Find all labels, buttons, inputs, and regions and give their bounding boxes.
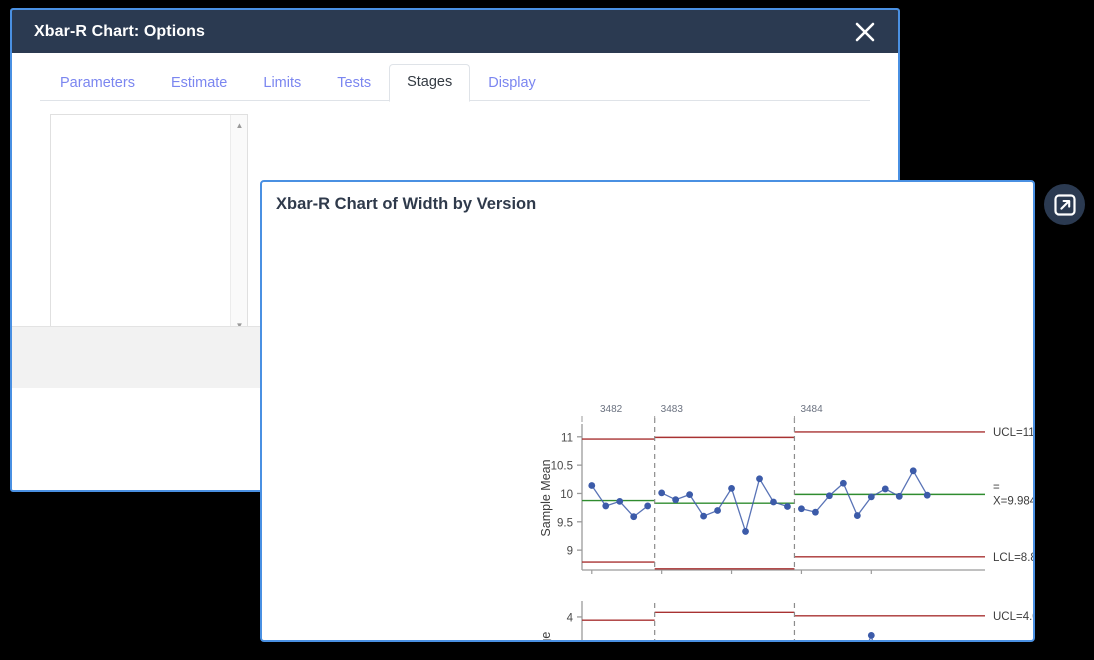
tab-tests[interactable]: Tests bbox=[337, 74, 372, 91]
limit-annotation: LCL=8.88173 bbox=[993, 552, 1033, 564]
series-line bbox=[661, 477, 788, 534]
tab-parameters[interactable]: Parameters bbox=[60, 74, 135, 91]
limit-annotation: X=9.984 bbox=[993, 495, 1033, 507]
data-point bbox=[728, 484, 735, 492]
dialog-title: Xbar-R Chart: Options bbox=[34, 22, 205, 40]
tab-limits[interactable]: Limits bbox=[263, 74, 302, 91]
y-tick-label: 11 bbox=[561, 432, 573, 444]
series-line bbox=[801, 469, 928, 517]
data-point bbox=[839, 479, 847, 487]
data-point bbox=[686, 491, 694, 498]
chevron-up-icon[interactable]: ▲ bbox=[235, 120, 244, 130]
y-tick-label: 10.5 bbox=[551, 461, 573, 473]
data-point bbox=[672, 496, 680, 504]
data-point bbox=[630, 513, 638, 521]
dialog-titlebar: Xbar-R Chart: Options bbox=[12, 10, 898, 53]
variable-list[interactable]: ▲ ▼ bbox=[50, 114, 248, 336]
y-tick-label: 4 bbox=[567, 612, 574, 624]
data-point bbox=[756, 475, 763, 483]
data-point bbox=[658, 489, 666, 497]
data-point bbox=[825, 492, 833, 500]
y-axis-title: Sample Mean bbox=[539, 459, 553, 536]
limit-annotation: = bbox=[993, 481, 1000, 493]
chart-window: Xbar-R Chart of Width by Version 9 9.5 10 1… bbox=[260, 180, 1035, 642]
stage-label: 3482 bbox=[600, 404, 623, 415]
data-point bbox=[700, 512, 707, 520]
xbar-r-chart-graphic: 9 9.5 10 10.5 11 Sample Mean 3482 3483 3484 UCL=1… bbox=[539, 404, 1033, 640]
limit-annotation: UCL=4.04079 bbox=[993, 611, 1033, 623]
data-point bbox=[812, 508, 819, 516]
tab-stages[interactable]: Stages bbox=[389, 63, 471, 102]
data-point bbox=[588, 482, 596, 489]
data-point bbox=[881, 485, 889, 493]
data-point bbox=[602, 502, 610, 510]
data-point bbox=[770, 498, 777, 506]
tab-estimate[interactable]: Estimate bbox=[170, 74, 228, 91]
data-point bbox=[923, 491, 931, 499]
dialog-tabstrip: Parameters Estimate Limits Tests Stages … bbox=[12, 53, 898, 102]
data-point bbox=[644, 502, 652, 510]
series-line bbox=[868, 633, 873, 640]
y-tick-label: 9.5 bbox=[557, 517, 573, 529]
stage-label: 3483 bbox=[661, 404, 684, 415]
chart-title: Xbar-R Chart of Width by Version bbox=[276, 195, 537, 213]
data-point bbox=[853, 512, 861, 519]
close-icon[interactable] bbox=[850, 17, 880, 47]
chevron-down-icon[interactable]: ▼ bbox=[235, 320, 244, 330]
tab-display[interactable]: Display bbox=[488, 74, 536, 91]
range-chart: 01234Sample Range142147152157162SampleUC… bbox=[539, 601, 1033, 640]
data-point bbox=[867, 631, 875, 639]
external-link-icon bbox=[1053, 193, 1076, 216]
data-point bbox=[742, 528, 749, 535]
data-point bbox=[895, 492, 903, 500]
popout-button[interactable] bbox=[1044, 184, 1085, 225]
limit-annotation: UCL=11.0863 bbox=[993, 427, 1033, 439]
y-axis-title: Sample Range bbox=[539, 632, 553, 640]
y-tick-label: 9 bbox=[567, 546, 573, 558]
data-point bbox=[909, 467, 917, 475]
y-tick-label: 10 bbox=[560, 489, 573, 501]
data-point bbox=[714, 507, 721, 514]
variable-list-scrollbar[interactable]: ▲ ▼ bbox=[230, 115, 247, 335]
data-point bbox=[784, 503, 791, 510]
xbar-chart: 9 9.5 10 10.5 11 Sample Mean 3482 3483 3484 UCL=1… bbox=[539, 404, 1033, 574]
data-point bbox=[616, 498, 624, 505]
data-point bbox=[798, 505, 805, 513]
data-point bbox=[867, 493, 875, 501]
stage-label: 3484 bbox=[800, 404, 823, 415]
